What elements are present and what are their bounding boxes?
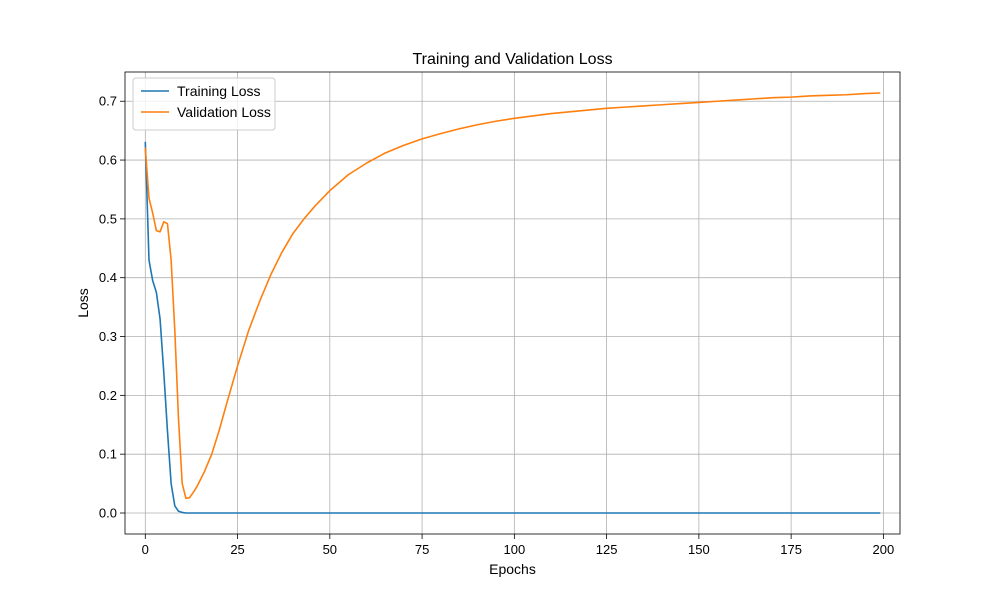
series-layer [144, 92, 881, 514]
series-line-validation-loss [144, 92, 881, 500]
x-tick-label: 75 [415, 542, 429, 557]
legend-label-validation-loss: Validation Loss [177, 104, 271, 120]
plot-frame [124, 71, 901, 535]
legend: Training Loss Validation Loss [132, 77, 276, 131]
x-tick-label: 50 [323, 542, 337, 557]
chart-title: Training and Validation Loss [412, 51, 612, 68]
series-line-training-loss [144, 141, 881, 514]
y-axis-label: Loss [75, 288, 91, 318]
x-tick-label: 125 [596, 542, 618, 557]
y-tick-label: 0.4 [99, 270, 117, 285]
x-tick-label: 100 [503, 542, 525, 557]
y-tick-label: 0.2 [99, 388, 117, 403]
legend-label-training-loss: Training Loss [177, 83, 261, 99]
x-tick-label: 25 [230, 542, 244, 557]
x-tick-label: 0 [142, 542, 149, 557]
x-axis-ticks: 0 25 50 75 100 125 150 175 200 [142, 534, 895, 557]
y-tick-label: 0.6 [99, 153, 117, 168]
y-tick-label: 0.7 [99, 94, 117, 109]
x-axis-label: Epochs [489, 561, 536, 577]
y-tick-label: 0.3 [99, 329, 117, 344]
y-axis-ticks: 0.0 0.1 0.2 0.3 0.4 0.5 0.6 0.7 [99, 94, 125, 521]
x-tick-label: 175 [780, 542, 802, 557]
y-tick-label: 0.5 [99, 211, 117, 226]
x-tick-label: 200 [873, 542, 895, 557]
x-tick-label: 150 [688, 542, 710, 557]
y-tick-label: 0.0 [99, 506, 117, 521]
y-tick-label: 0.1 [99, 447, 117, 462]
